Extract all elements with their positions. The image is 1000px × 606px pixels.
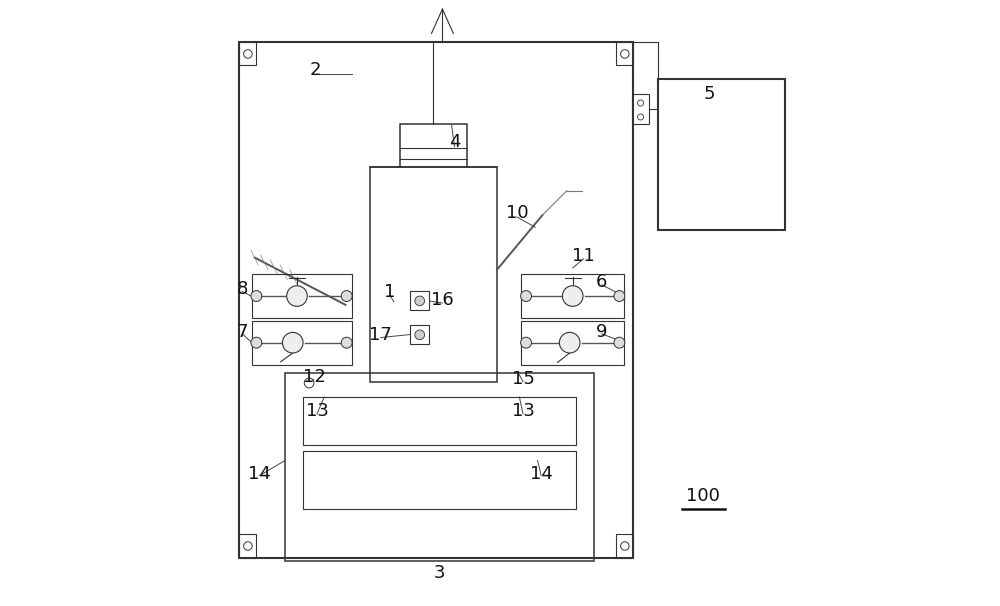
Text: 12: 12 [303, 368, 325, 386]
Circle shape [244, 50, 252, 58]
Circle shape [341, 290, 352, 301]
Circle shape [638, 100, 644, 106]
Text: 3: 3 [434, 564, 445, 582]
Text: 7: 7 [237, 323, 248, 341]
Circle shape [341, 337, 352, 348]
Bar [658, 79, 785, 230]
Circle shape [251, 337, 262, 348]
Bar [303, 397, 576, 445]
Text: 13: 13 [306, 402, 328, 420]
Circle shape [521, 290, 532, 301]
Circle shape [415, 330, 425, 339]
Bar [616, 534, 633, 558]
Text: 9: 9 [596, 323, 608, 341]
Circle shape [282, 332, 303, 353]
Bar [239, 42, 256, 65]
Bar [303, 451, 576, 509]
Text: 13: 13 [512, 402, 534, 420]
Text: 8: 8 [237, 280, 248, 298]
Bar [410, 325, 429, 344]
Circle shape [521, 337, 532, 348]
Bar [252, 274, 352, 318]
Text: 16: 16 [431, 291, 454, 309]
Circle shape [638, 114, 644, 120]
Text: 4: 4 [449, 133, 460, 152]
Circle shape [287, 285, 307, 306]
Text: 15: 15 [512, 370, 534, 388]
Bar [521, 321, 624, 365]
Text: 14: 14 [248, 465, 271, 483]
Circle shape [244, 542, 252, 550]
Circle shape [251, 290, 262, 301]
Text: 5: 5 [703, 85, 715, 103]
Circle shape [621, 542, 629, 550]
Bar [252, 321, 352, 365]
Circle shape [304, 378, 314, 388]
Bar [410, 291, 429, 310]
Circle shape [562, 285, 583, 306]
Text: 100: 100 [686, 487, 720, 505]
Text: 10: 10 [506, 204, 528, 222]
Bar [632, 94, 649, 124]
Text: 11: 11 [572, 247, 595, 265]
Circle shape [415, 296, 425, 305]
Bar [239, 42, 633, 558]
Circle shape [614, 290, 625, 301]
Text: 1: 1 [384, 283, 395, 301]
Text: 17: 17 [369, 325, 392, 344]
Text: 6: 6 [596, 273, 607, 291]
Text: 2: 2 [309, 61, 321, 79]
Bar [239, 534, 256, 558]
Circle shape [614, 337, 625, 348]
Bar [521, 274, 624, 318]
Bar [370, 167, 497, 382]
Text: 14: 14 [530, 465, 553, 483]
Circle shape [621, 50, 629, 58]
Bar [616, 42, 633, 65]
Circle shape [559, 332, 580, 353]
Bar [400, 124, 467, 167]
Bar [285, 373, 594, 561]
